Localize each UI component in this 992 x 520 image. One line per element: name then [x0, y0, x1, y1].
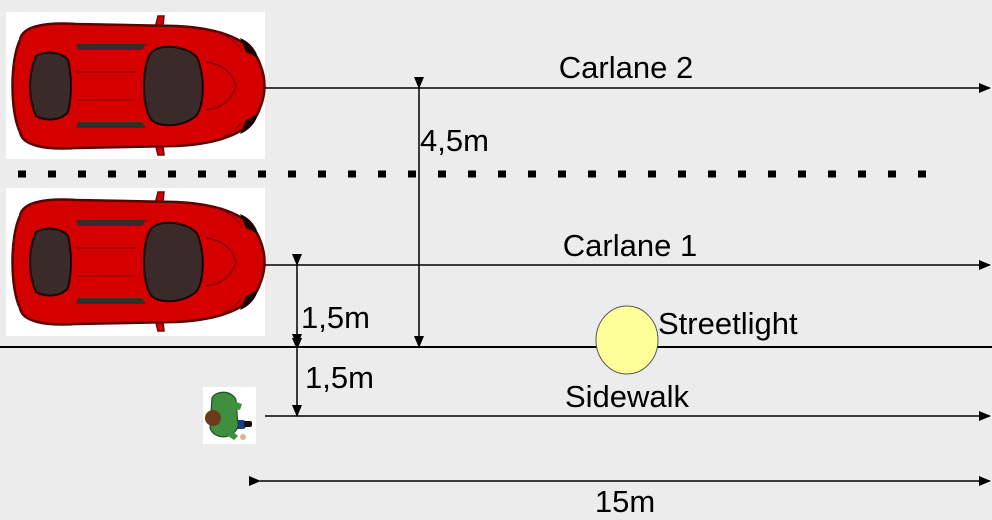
pedestrian-icon: [205, 391, 252, 440]
carlane-2-label: Carlane 2: [559, 50, 693, 85]
streetlight-label: Streetlight: [658, 306, 798, 341]
carlane-1-label: Carlane 1: [563, 228, 697, 263]
sidewalk-offset-dimension-label: 1,5m: [305, 360, 374, 395]
lane1-offset-dimension-label: 1,5m: [301, 300, 370, 335]
length-dimension-label: 15m: [595, 484, 655, 519]
lane-spacing-dimension-label: 4,5m: [420, 123, 489, 158]
streetlight-icon: [595, 305, 659, 375]
sidewalk-label: Sidewalk: [565, 379, 690, 414]
car-top-icon: [11, 15, 266, 156]
car-bottom-icon: [11, 191, 266, 332]
